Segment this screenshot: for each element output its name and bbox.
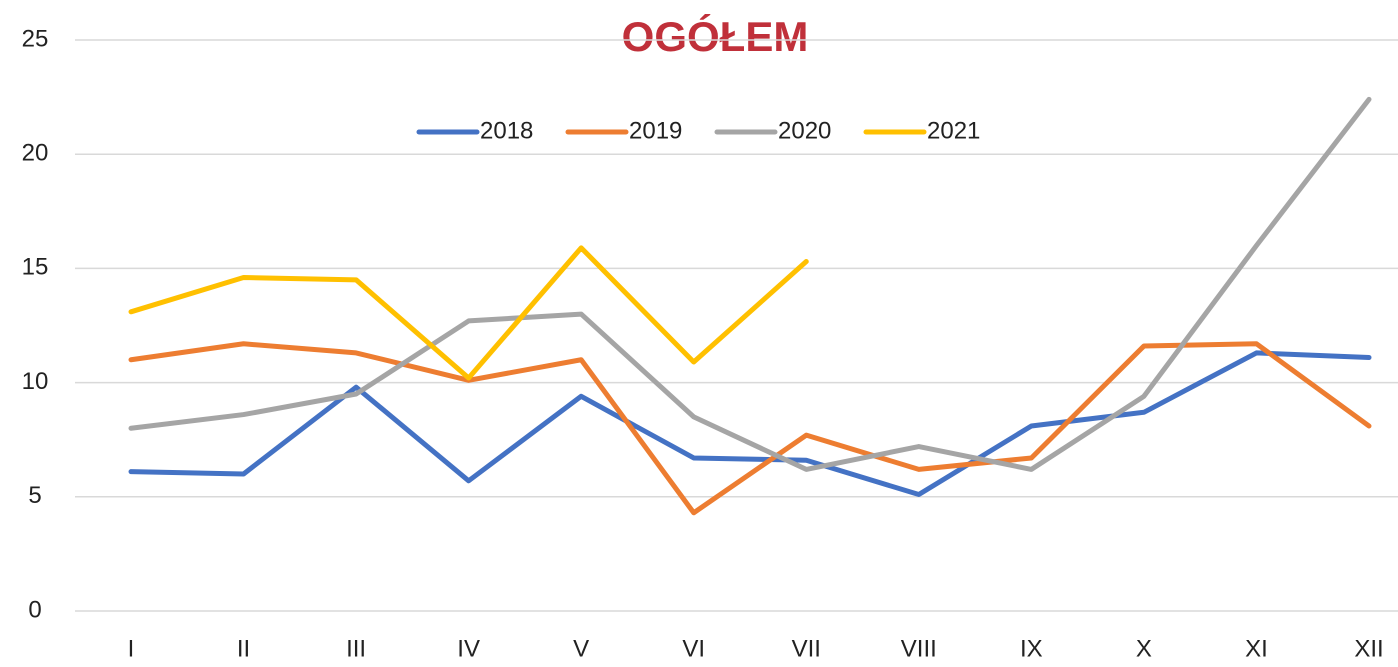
x-tick-label: VII [792,635,821,662]
x-tick-label: II [237,635,250,662]
series-line [128,350,1372,498]
series-line [128,245,809,381]
series-line [128,341,1372,516]
y-tick-label: 25 [22,25,49,52]
chart-title: OGÓŁEM [622,12,809,60]
x-tick-label: IX [1020,635,1043,662]
y-tick-label: 5 [28,482,41,509]
x-tick-label: V [573,635,589,662]
legend-label: 2021 [927,117,980,144]
legend-label: 2020 [778,117,831,144]
x-tick-label: XI [1245,635,1268,662]
x-tick-label: III [346,635,366,662]
x-tick-label: VI [682,635,705,662]
legend-label: 2019 [629,117,682,144]
x-tick-label: I [128,635,135,662]
x-tick-label: X [1136,635,1152,662]
x-tick-label: XII [1354,635,1383,662]
legend-label: 2018 [480,117,533,144]
y-tick-label: 0 [28,596,41,623]
series-line [128,96,1372,472]
y-tick-label: 15 [22,254,49,281]
y-tick-label: 10 [22,368,49,395]
x-tick-label: IV [457,635,480,662]
y-tick-label: 20 [22,140,49,167]
x-tick-label: VIII [901,635,937,662]
